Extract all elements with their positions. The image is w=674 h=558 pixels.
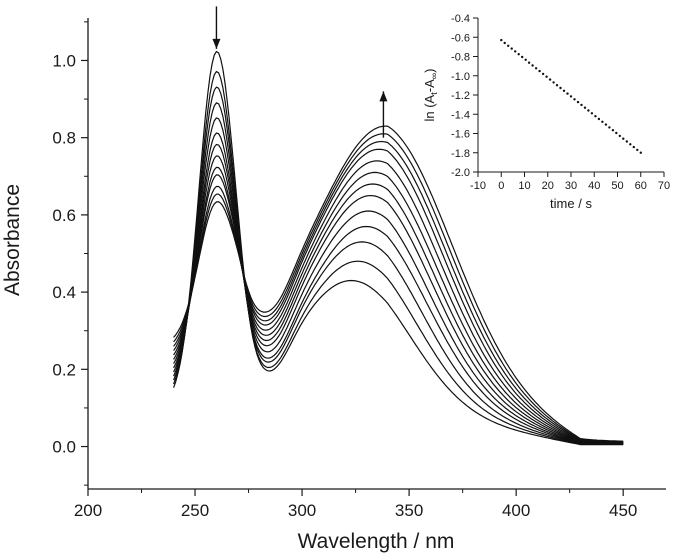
spectrum-line-11 [173, 140, 624, 443]
inset-ylabel-sub-t: t [429, 92, 439, 95]
inset-data-point [562, 89, 566, 93]
inset-data-point [632, 145, 635, 149]
inset-x-tick-label: 60 [635, 180, 647, 192]
inset-points-group [500, 38, 642, 154]
main-x-tick-label: 250 [181, 501, 209, 520]
inset-data-point [500, 38, 503, 42]
inset-ylabel-suffix: ) [422, 68, 437, 72]
inset-data-point [580, 103, 583, 107]
spectrum-line-6 [173, 132, 624, 444]
inset-data-point [583, 106, 587, 109]
spectrum-line-9 [173, 160, 624, 443]
inset-data-point [521, 55, 524, 59]
main-x-axis-label: Wavelength / nm [298, 530, 455, 553]
inset-data-point [503, 41, 506, 45]
main-y-tick-label: 0.0 [52, 438, 76, 457]
inset-data-point [531, 64, 534, 67]
inset-y-tick-label: -1.6 [451, 129, 470, 141]
inset-x-tick-label: 30 [565, 180, 577, 192]
inset-y-tick-label: -1.4 [451, 109, 470, 121]
inset-data-point [629, 143, 632, 146]
main-x-tick-label: 300 [288, 501, 316, 520]
inset-x-axis-label: time / s [550, 196, 592, 211]
inset-data-point [569, 95, 573, 98]
trend-arrow-head-down [212, 38, 221, 49]
inset-y-tick-label: -1.0 [451, 71, 470, 83]
inset-data-point [559, 86, 562, 90]
inset-ylabel-sub-inf: ∞ [429, 73, 439, 79]
inset-data-point [524, 58, 527, 61]
inset-data-point [541, 72, 545, 76]
main-x-tick-label: 200 [74, 501, 102, 520]
inset-data-point [576, 100, 580, 104]
inset-data-point [527, 61, 531, 64]
inset-data-point [517, 53, 520, 56]
inset-data-point [545, 75, 548, 78]
main-x-tick-label: 400 [502, 501, 530, 520]
inset-x-tick-label: 10 [518, 180, 530, 192]
main-axes: 200 250 300 350 400 450 0.00.20.40.60.81.0 [52, 18, 666, 520]
inset-x-tick-label: -10 [470, 180, 486, 192]
spectrum-line-12 [173, 133, 624, 443]
inset-data-point [538, 69, 541, 73]
inset-ylabel-middle: -A [422, 79, 437, 92]
inset-data-point [555, 84, 559, 87]
inset-x-tick-label: 70 [658, 180, 670, 192]
inset-data-point [594, 115, 597, 118]
main-y-axis-label: Absorbance [1, 184, 24, 296]
main-y-tick-label: 0.4 [52, 283, 76, 302]
inset-data-point [534, 67, 538, 70]
inset-data-point [510, 47, 513, 50]
inset-data-point [507, 44, 510, 47]
inset-data-point [597, 117, 601, 121]
spectra-series-group [173, 50, 624, 446]
main-x-tick-label: 350 [395, 501, 423, 520]
inset-axes: -10 0 10 20 30 40 50 60 70 -2.0 -1.8 -1.6 -1.4 -1.2 -… [451, 13, 670, 192]
inset-y-tick-label: -0.4 [451, 13, 470, 25]
inset-data-point [611, 129, 615, 132]
inset-x-tick-label: 0 [498, 180, 504, 192]
inset-ylabel-prefix: ln (A [422, 94, 437, 121]
inset-data-point [622, 137, 625, 140]
inset-y-tick-label: -1.8 [451, 148, 470, 160]
inset-data-point [552, 81, 555, 84]
main-y-tick-label: 0.8 [52, 129, 76, 148]
inset-data-point [604, 123, 608, 126]
inset-x-tick-label: 50 [611, 180, 623, 192]
inset-data-point [514, 50, 517, 53]
spectrum-line-10 [173, 148, 624, 443]
inset-data-point [639, 151, 642, 154]
inset-data-point [615, 131, 618, 135]
main-y-tick-label: 1.0 [52, 51, 76, 70]
trend-arrows [212, 6, 388, 138]
main-y-tick-label: 0.6 [52, 206, 76, 225]
main-x-tick-label: 450 [609, 501, 637, 520]
inset-data-point [590, 112, 594, 115]
trend-arrow-head-up [379, 91, 388, 102]
inset-y-tick-label: -0.8 [451, 52, 470, 64]
inset-data-point [587, 109, 590, 112]
inset-data-point [566, 92, 569, 95]
inset-data-point [636, 148, 639, 152]
inset-y-tick-label: -1.2 [451, 90, 470, 102]
inset-y-tick-label: -0.6 [451, 32, 470, 44]
inset-data-point [601, 120, 604, 124]
inset-y-axis-label: ln (At-A∞) [422, 68, 439, 121]
inset-data-point [548, 78, 552, 81]
inset-x-tick-label: 20 [542, 180, 554, 192]
inset-data-point [618, 134, 621, 138]
inset-data-point [625, 140, 628, 143]
inset-data-point [608, 126, 611, 129]
inset-data-point [573, 98, 576, 101]
main-y-tick-label: 0.2 [52, 360, 76, 379]
inset-y-tick-label: -2.0 [451, 167, 470, 179]
spectrum-line-5 [173, 117, 624, 445]
spectrum-line-13 [173, 125, 624, 442]
inset-x-tick-label: 40 [588, 180, 600, 192]
